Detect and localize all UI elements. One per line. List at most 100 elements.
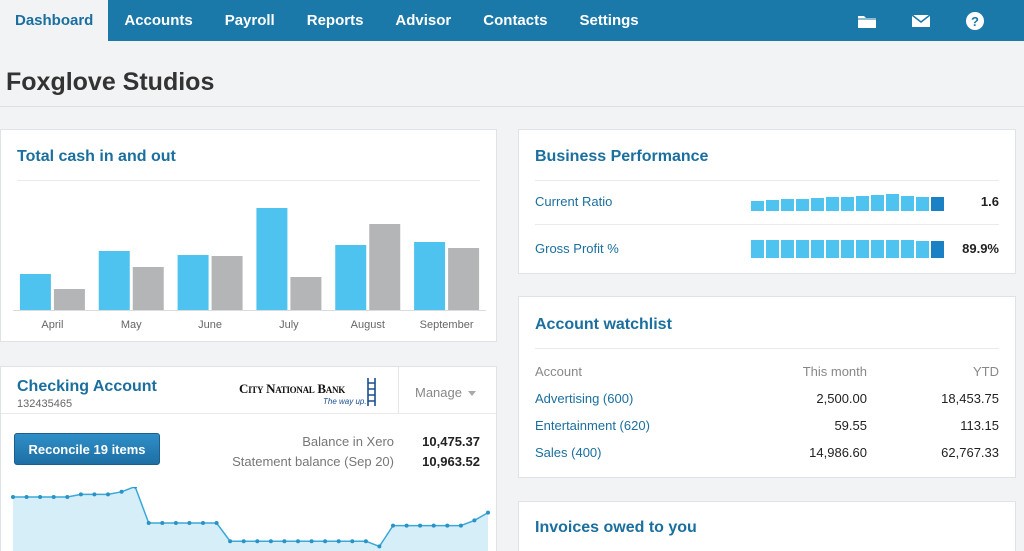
- x-tick-label: April: [41, 319, 63, 331]
- tab-settings[interactable]: Settings: [579, 12, 639, 29]
- sparkline-line: [13, 487, 489, 548]
- performance-bar: [766, 200, 779, 211]
- statement-balance-label: Statement balance (Sep 20): [232, 454, 394, 469]
- performance-bar: [901, 240, 914, 258]
- performance-bar: [796, 240, 809, 258]
- x-tick-label: June: [198, 319, 222, 331]
- chart-bar[interactable]: [132, 267, 164, 310]
- sparkline-point: [173, 521, 178, 525]
- bank-tagline: The way up.: [323, 397, 367, 406]
- balance-sparkline: [11, 487, 490, 551]
- sparkline-point: [377, 544, 382, 549]
- performance-bar: [781, 240, 794, 258]
- sparkline-point: [160, 521, 165, 525]
- statement-balance-value: 10,963.52: [422, 454, 480, 469]
- watchlist-ytd-value: 113.15: [960, 418, 999, 433]
- performance-bar: [931, 197, 944, 211]
- chart-bar[interactable]: [19, 274, 51, 310]
- performance-bar: [886, 194, 899, 211]
- current-ratio-bars: [751, 193, 944, 211]
- title-divider: [0, 106, 1024, 107]
- performance-bar: [916, 197, 929, 211]
- tab-contacts[interactable]: Contacts: [483, 12, 548, 29]
- top-nav: Dashboard Accounts Payroll Reports Advis…: [0, 0, 1024, 41]
- gross-profit-label[interactable]: Gross Profit %: [535, 241, 619, 256]
- performance-bar: [841, 240, 854, 258]
- sparkline-point: [11, 495, 15, 499]
- watchlist-account-entertainment[interactable]: Entertainment (620): [535, 418, 650, 433]
- sparkline-point: [350, 539, 355, 544]
- current-ratio-label[interactable]: Current Ratio: [535, 194, 613, 209]
- performance-bar: [916, 241, 929, 258]
- account-name[interactable]: Checking Account: [17, 378, 157, 395]
- sparkline-point: [486, 510, 490, 515]
- sparkline-point: [296, 539, 300, 544]
- tab-reports[interactable]: Reports: [306, 12, 364, 29]
- folder-icon[interactable]: [840, 0, 894, 41]
- performance-bar: [841, 197, 854, 211]
- svg-text:?: ?: [971, 14, 979, 29]
- chart-bar[interactable]: [53, 289, 85, 310]
- invoices-title[interactable]: Invoices owed to you: [535, 519, 697, 536]
- tab-dashboard[interactable]: Dashboard: [0, 0, 109, 41]
- x-tick-label: August: [351, 319, 385, 331]
- chart-bar[interactable]: [369, 224, 401, 310]
- performance-bar: [796, 199, 809, 211]
- reconcile-button[interactable]: Reconcile 19 items: [14, 433, 160, 465]
- balance-xero-value: 10,475.37: [422, 434, 480, 449]
- sparkline-point: [24, 495, 29, 499]
- divider: [1, 413, 496, 414]
- performance-bar: [751, 240, 764, 258]
- performance-bar: [856, 196, 869, 211]
- watchlist-account-advertising[interactable]: Advertising (600): [535, 391, 634, 406]
- sparkline-point: [323, 539, 328, 544]
- cash-panel: Total cash in and out April May June July Au…: [0, 129, 497, 342]
- mail-icon[interactable]: [894, 0, 948, 41]
- sparkline-point: [268, 539, 273, 544]
- chart-bar[interactable]: [98, 251, 130, 310]
- divider: [17, 180, 480, 181]
- watchlist-title: Account watchlist: [535, 316, 672, 333]
- performance-bar: [751, 201, 764, 211]
- performance-bar: [811, 198, 824, 211]
- chart-bar[interactable]: [448, 248, 480, 310]
- help-icon[interactable]: ?: [948, 0, 1002, 41]
- column-header-account: Account: [535, 364, 582, 379]
- tab-advisor[interactable]: Advisor: [395, 12, 452, 29]
- gross-profit-value: 89.9%: [962, 241, 999, 256]
- chart-bar[interactable]: [256, 208, 288, 310]
- tab-payroll[interactable]: Payroll: [224, 12, 275, 29]
- watchlist-account-sales[interactable]: Sales (400): [535, 445, 602, 460]
- performance-bar: [766, 240, 779, 258]
- watchlist-panel: Account watchlist Account This month YTD…: [518, 296, 1016, 478]
- sparkline-point: [146, 521, 151, 525]
- manage-dropdown[interactable]: Manage: [415, 385, 476, 400]
- sparkline-point: [214, 521, 219, 525]
- column-header-ytd: YTD: [973, 364, 999, 379]
- x-tick-label: May: [121, 319, 142, 331]
- sparkline-point: [391, 523, 395, 528]
- sparkline-point: [228, 539, 233, 544]
- cash-chart: April May June July August September: [13, 208, 486, 331]
- chart-bar[interactable]: [211, 256, 243, 310]
- checking-panel: Checking Account 132435465 City National…: [0, 366, 497, 551]
- column-header-this-month: This month: [802, 364, 867, 379]
- chart-bar[interactable]: [290, 277, 322, 310]
- tab-accounts[interactable]: Accounts: [124, 12, 193, 29]
- sparkline-point: [431, 523, 436, 528]
- chart-bar[interactable]: [335, 245, 367, 310]
- divider: [535, 224, 999, 225]
- gross-profit-bars: [751, 240, 944, 258]
- bank-ladder-icon: [367, 378, 376, 406]
- sparkline-area: [13, 487, 488, 551]
- chart-bar[interactable]: [414, 242, 446, 310]
- performance-bar: [856, 240, 869, 258]
- sparkline-point: [309, 539, 314, 544]
- performance-panel: Business Performance Current Ratio 1.6 G…: [518, 129, 1016, 274]
- performance-bar: [811, 240, 824, 258]
- watchlist-month-value: 2,500.00: [816, 391, 867, 406]
- chart-bar[interactable]: [177, 255, 209, 310]
- sparkline-point: [119, 489, 124, 494]
- divider: [535, 348, 999, 349]
- sparkline-point: [241, 539, 246, 544]
